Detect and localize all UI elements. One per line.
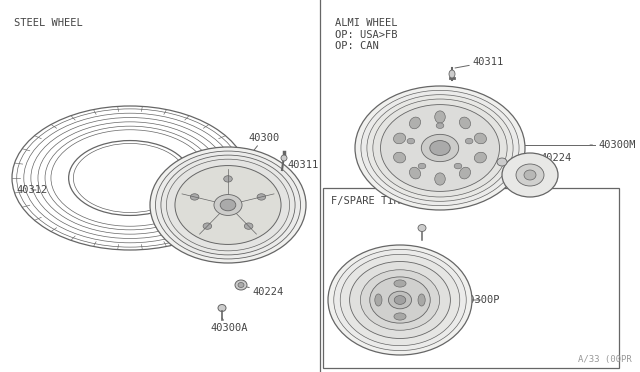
Ellipse shape — [474, 152, 486, 163]
Ellipse shape — [516, 164, 544, 186]
Ellipse shape — [238, 282, 244, 288]
Ellipse shape — [224, 176, 232, 182]
Ellipse shape — [218, 305, 226, 311]
Ellipse shape — [436, 123, 444, 128]
Ellipse shape — [524, 170, 536, 180]
Ellipse shape — [281, 155, 287, 161]
Ellipse shape — [430, 141, 450, 155]
Text: 40315: 40315 — [462, 198, 502, 255]
Ellipse shape — [410, 167, 420, 179]
Ellipse shape — [435, 111, 445, 123]
Ellipse shape — [190, 194, 199, 200]
Text: 40300M: 40300M — [590, 140, 636, 150]
Text: 40300P: 40300P — [462, 295, 499, 305]
Ellipse shape — [156, 151, 301, 259]
Ellipse shape — [360, 270, 440, 330]
Ellipse shape — [502, 153, 558, 197]
Ellipse shape — [161, 155, 295, 255]
Ellipse shape — [460, 117, 470, 129]
Text: 40224: 40224 — [507, 153, 572, 163]
Ellipse shape — [203, 223, 212, 229]
Ellipse shape — [370, 277, 430, 323]
Ellipse shape — [235, 280, 247, 290]
Ellipse shape — [150, 147, 306, 263]
Ellipse shape — [394, 152, 406, 163]
Ellipse shape — [12, 106, 248, 250]
Ellipse shape — [355, 86, 525, 210]
Text: A/33 (00PR: A/33 (00PR — [579, 355, 632, 364]
Ellipse shape — [474, 133, 486, 144]
Text: 40300A: 40300A — [394, 238, 431, 255]
Ellipse shape — [367, 95, 513, 201]
Text: ALMI WHEEL
OP: USA>FB
OP: CAN: ALMI WHEEL OP: USA>FB OP: CAN — [335, 18, 397, 51]
Text: 40311: 40311 — [455, 57, 503, 68]
Ellipse shape — [166, 159, 290, 251]
Ellipse shape — [175, 166, 281, 244]
Ellipse shape — [373, 99, 507, 197]
Text: STEEL WHEEL: STEEL WHEEL — [14, 18, 83, 28]
Ellipse shape — [460, 167, 470, 179]
Ellipse shape — [381, 105, 499, 192]
Ellipse shape — [465, 138, 473, 144]
Ellipse shape — [394, 133, 406, 144]
Ellipse shape — [220, 199, 236, 211]
Ellipse shape — [349, 262, 451, 339]
Ellipse shape — [340, 254, 460, 346]
Ellipse shape — [435, 173, 445, 185]
Ellipse shape — [375, 294, 382, 306]
Bar — [323, 188, 619, 368]
Ellipse shape — [407, 138, 415, 144]
Ellipse shape — [214, 195, 242, 215]
Ellipse shape — [328, 245, 472, 355]
Ellipse shape — [421, 134, 459, 162]
Ellipse shape — [394, 313, 406, 320]
Ellipse shape — [394, 280, 406, 287]
Text: F/SPARE TIRE: F/SPARE TIRE — [331, 196, 406, 206]
Ellipse shape — [497, 158, 507, 166]
Text: 40311: 40311 — [284, 160, 318, 170]
Ellipse shape — [244, 223, 253, 229]
Ellipse shape — [449, 70, 455, 78]
Ellipse shape — [454, 163, 462, 169]
Text: 40300: 40300 — [232, 133, 279, 178]
Ellipse shape — [388, 291, 412, 309]
Ellipse shape — [361, 90, 519, 206]
Ellipse shape — [418, 294, 425, 306]
Ellipse shape — [410, 117, 420, 129]
Ellipse shape — [257, 194, 266, 200]
Ellipse shape — [334, 249, 466, 350]
Text: 40224: 40224 — [247, 287, 284, 297]
Ellipse shape — [394, 296, 406, 304]
Text: 40312: 40312 — [16, 185, 47, 195]
Text: 40300A: 40300A — [210, 318, 248, 333]
Ellipse shape — [418, 224, 426, 231]
Ellipse shape — [418, 163, 426, 169]
Ellipse shape — [68, 141, 191, 215]
